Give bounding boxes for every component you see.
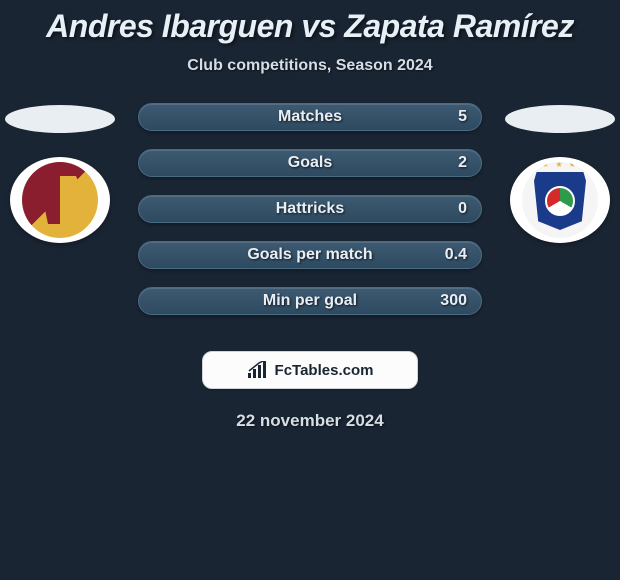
player-right-column: ★ ★ ★ (500, 105, 620, 243)
stat-value-right: 2 (458, 154, 467, 172)
stat-row-min-per-goal: Min per goal 300 (138, 287, 482, 315)
club-right-crest: ★ ★ ★ (522, 162, 598, 238)
stat-row-matches: Matches 5 (138, 103, 482, 131)
stat-row-hattricks: Hattricks 0 (138, 195, 482, 223)
stat-value-right: 300 (440, 292, 467, 310)
stat-row-goals-per-match: Goals per match 0.4 (138, 241, 482, 269)
date-line: 22 november 2024 (0, 411, 620, 431)
subtitle: Club competitions, Season 2024 (0, 57, 620, 75)
stat-value-right: 5 (458, 108, 467, 126)
stat-value-right: 0 (458, 200, 467, 218)
stat-value-right: 0.4 (445, 246, 467, 264)
bar-chart-icon (247, 361, 269, 379)
club-left-badge (10, 157, 110, 243)
club-right-stars: ★ ★ ★ (522, 162, 598, 169)
club-right-badge: ★ ★ ★ (510, 157, 610, 243)
player-left-column (0, 105, 120, 243)
page-title: Andres Ibarguen vs Zapata Ramírez (0, 8, 620, 45)
player-left-avatar (5, 105, 115, 133)
brand-text: FcTables.com (275, 362, 374, 379)
stat-label: Min per goal (263, 292, 357, 310)
brand-box[interactable]: FcTables.com (202, 351, 418, 389)
stat-label: Goals (288, 154, 332, 172)
stats-area: ★ ★ ★ Matches 5 Goals 2 Hattricks 0 Goal… (0, 103, 620, 333)
player-right-avatar (505, 105, 615, 133)
stat-label: Goals per match (247, 246, 372, 264)
stat-row-goals: Goals 2 (138, 149, 482, 177)
comparison-card: Andres Ibarguen vs Zapata Ramírez Club c… (0, 0, 620, 431)
stat-rows: Matches 5 Goals 2 Hattricks 0 Goals per … (138, 103, 482, 333)
stat-label: Hattricks (276, 200, 344, 218)
club-left-crest (22, 162, 98, 238)
stat-label: Matches (278, 108, 342, 126)
